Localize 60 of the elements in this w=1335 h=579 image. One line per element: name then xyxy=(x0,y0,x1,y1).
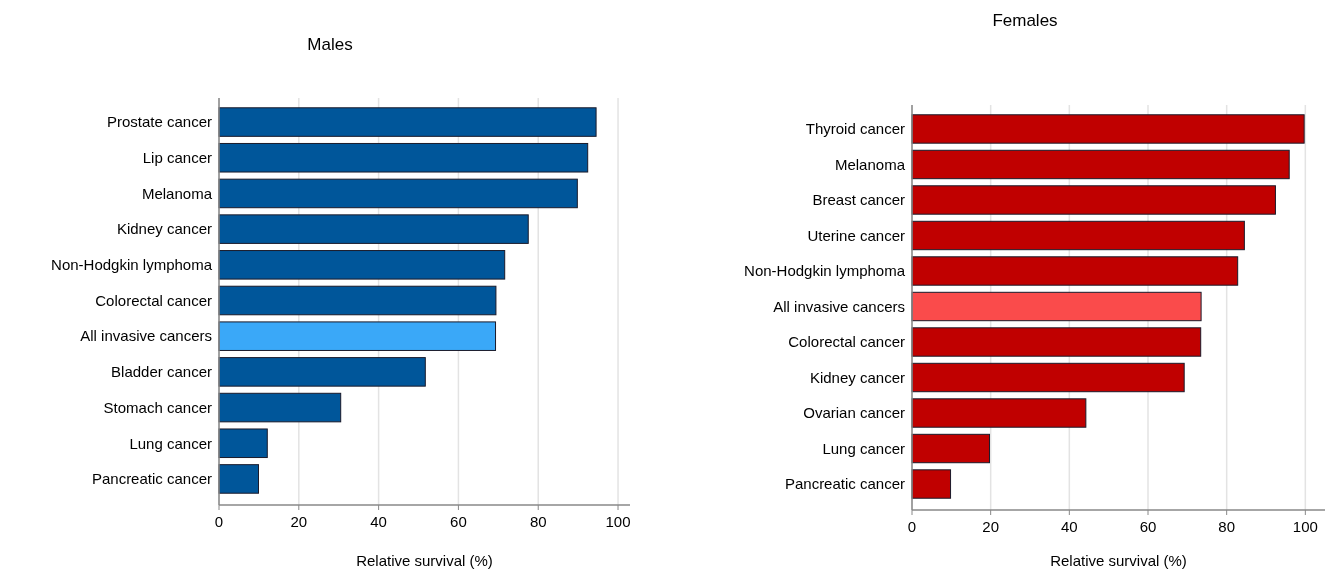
y-tick-label: All invasive cancers xyxy=(773,297,905,315)
y-tick-label: All invasive cancers xyxy=(80,327,212,345)
bar xyxy=(911,398,1087,428)
bar xyxy=(911,256,1239,286)
bar xyxy=(218,464,259,494)
chart-title: Females xyxy=(992,11,1058,30)
bar xyxy=(218,285,497,316)
y-tick-label: Lip cancer xyxy=(142,149,212,166)
x-tick-label: 40 xyxy=(1060,518,1078,535)
x-tick-label: 20 xyxy=(982,518,1000,535)
bar xyxy=(911,149,1290,180)
y-tick-label: Stomach cancer xyxy=(103,398,212,416)
bar xyxy=(911,469,952,499)
y-tick-label: Pancreatic cancer xyxy=(91,470,212,488)
bar xyxy=(218,250,506,280)
x-tick-label: 60 xyxy=(450,513,467,530)
bar xyxy=(218,142,589,173)
bar xyxy=(218,321,497,351)
y-tick-label: Colorectal cancer xyxy=(95,291,212,309)
y-tick-label: Melanoma xyxy=(141,184,213,202)
y-tick-label: Prostate cancer xyxy=(106,113,212,131)
bar xyxy=(911,185,1276,215)
y-tick-label: Non-Hodgkin lymphoma xyxy=(744,262,906,280)
y-tick-label: Bladder cancer xyxy=(111,363,212,381)
x-tick-label: 100 xyxy=(1292,518,1318,535)
bar xyxy=(911,220,1245,251)
y-tick-label: Non-Hodgkin lymphoma xyxy=(51,256,213,274)
x-tick-label: 20 xyxy=(290,513,308,530)
bar xyxy=(218,357,426,387)
x-axis-title: Relative survival (%) xyxy=(356,552,493,569)
y-tick-label: Uterine cancer xyxy=(807,226,905,244)
x-tick-label: 100 xyxy=(605,513,631,530)
y-tick-label: Pancreatic cancer xyxy=(784,475,905,493)
y-tick-label: Melanoma xyxy=(834,155,906,173)
bar xyxy=(911,327,1202,357)
bar xyxy=(218,392,342,423)
x-tick-label: 60 xyxy=(1139,518,1157,535)
y-tick-label: Kidney cancer xyxy=(116,220,212,238)
bar xyxy=(911,291,1202,322)
y-tick-label: Breast cancer xyxy=(812,191,905,209)
chart-title: Males xyxy=(307,35,353,54)
bar xyxy=(218,107,597,137)
y-tick-label: Lung cancer xyxy=(129,434,212,452)
x-tick-label: 0 xyxy=(214,513,224,530)
x-tick-label: 40 xyxy=(370,513,387,530)
y-tick-label: Thyroid cancer xyxy=(805,120,905,138)
bar xyxy=(911,433,990,464)
y-tick-label: Colorectal cancer xyxy=(788,333,905,351)
bar xyxy=(218,178,578,209)
bar xyxy=(218,428,268,459)
y-tick-label: Lung cancer xyxy=(822,439,905,457)
bar xyxy=(218,214,529,244)
y-tick-label: Ovarian cancer xyxy=(803,404,905,422)
x-tick-label: 80 xyxy=(529,513,547,530)
y-tick-label: Kidney cancer xyxy=(809,368,905,386)
x-axis-title: Relative survival (%) xyxy=(1050,552,1187,569)
bar xyxy=(911,114,1305,144)
bar xyxy=(911,362,1185,393)
x-tick-label: 0 xyxy=(907,518,917,535)
x-tick-label: 80 xyxy=(1218,518,1236,535)
